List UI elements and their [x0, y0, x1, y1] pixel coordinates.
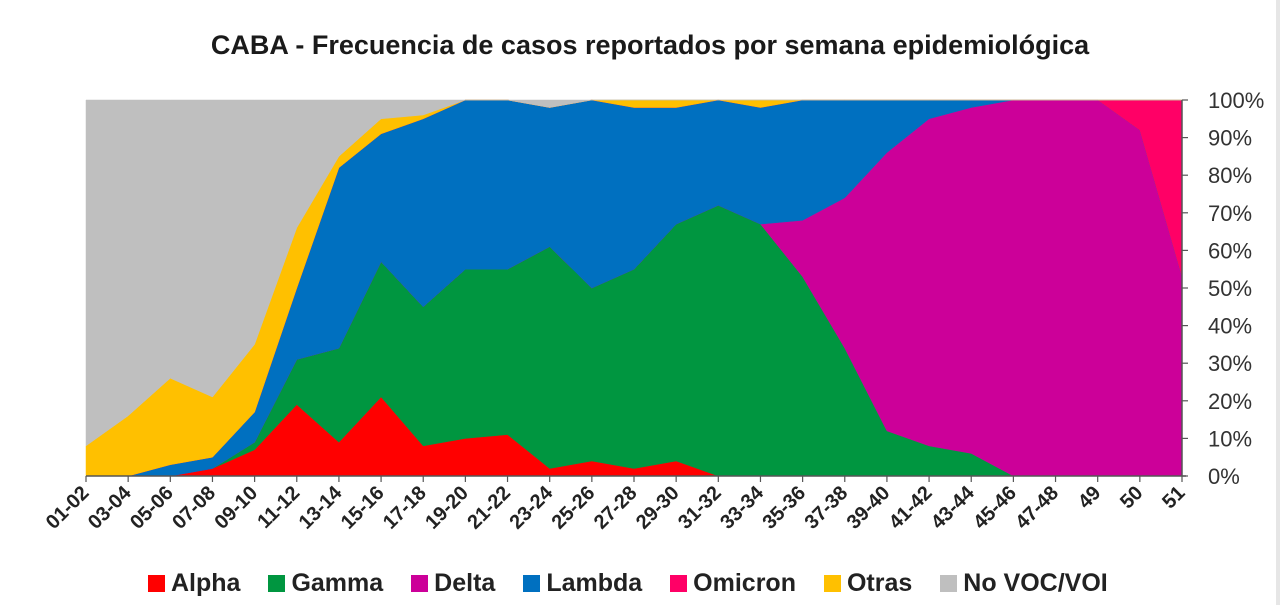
y-tick-label: 90%	[1208, 126, 1252, 151]
y-tick-label: 70%	[1208, 201, 1252, 226]
x-tick-label: 15-16	[337, 482, 389, 534]
y-tick-label: 10%	[1208, 426, 1252, 451]
legend-item-lambda: Lambda	[523, 569, 642, 598]
legend-swatch	[523, 574, 541, 592]
chart-title: CABA - Frecuencia de casos reportados po…	[210, 30, 1090, 60]
x-tick-label: 11-12	[253, 482, 304, 533]
x-tick-label: 31-32	[674, 482, 726, 534]
x-tick-label: 03-04	[84, 481, 136, 533]
x-tick-label: 07-08	[168, 482, 220, 534]
legend-label: Alpha	[171, 568, 241, 597]
legend-item-alpha: Alpha	[148, 569, 240, 598]
x-tick-label: 13-14	[295, 481, 347, 533]
x-tick-label: 09-10	[210, 482, 262, 534]
x-tick-label: 41-42	[885, 482, 937, 534]
legend-label: Otras	[846, 568, 913, 597]
legend-label: Lambda	[546, 568, 643, 597]
legend-swatch	[823, 574, 841, 592]
x-tick-label: 39-40	[843, 482, 895, 534]
y-tick-labels: 0% 10% 20% 30% 40% 50% 60% 70% 80% 90% 100%	[1182, 88, 1264, 489]
x-tick-label: 51	[1158, 482, 1189, 513]
x-tick-label: 25-26	[548, 482, 600, 534]
x-tick-label: 27-28	[590, 482, 642, 534]
y-tick-label: 30%	[1208, 351, 1252, 376]
window-edge	[1276, 0, 1280, 605]
y-tick-label: 20%	[1208, 389, 1252, 414]
legend-label: Omicron	[693, 568, 796, 597]
x-tick-label: 17-18	[379, 482, 431, 534]
legend-swatch	[411, 574, 429, 592]
y-tick-label: 40%	[1208, 314, 1252, 339]
x-tick-labels: 01-0203-0405-0607-0809-1011-1213-1415-16…	[42, 476, 1190, 534]
legend-swatch	[940, 574, 958, 592]
legend-label: No VOC/VOI	[963, 568, 1108, 597]
y-tick-label: 80%	[1208, 163, 1252, 188]
y-tick-label: 60%	[1208, 238, 1252, 263]
legend-item-omicron: Omicron	[670, 569, 796, 598]
legend-label: Delta	[434, 568, 496, 597]
x-tick-label: 33-34	[716, 481, 768, 533]
x-tick-label: 05-06	[126, 482, 178, 534]
legend-swatch	[148, 574, 165, 592]
x-tick-label: 37-38	[801, 482, 853, 534]
x-tick-label: 29-30	[632, 482, 684, 534]
x-tick-label: 50	[1116, 482, 1147, 513]
legend-label: Gamma	[291, 568, 384, 597]
area-series-no-voc-voi	[85, 99, 1182, 447]
legend-item-otras: Otras	[823, 568, 913, 598]
x-tick-label: 19-20	[421, 482, 473, 534]
legend-item-gamma: Gamma	[268, 569, 383, 598]
x-tick-label: 49	[1074, 482, 1105, 513]
x-tick-label: 21-22	[463, 482, 515, 534]
x-tick-label: 47-48	[1011, 482, 1063, 534]
x-tick-label: 01-02	[42, 482, 94, 534]
legend-item-delta: Delta	[411, 569, 495, 598]
y-tick-label: 50%	[1208, 276, 1252, 301]
x-tick-label: 43-44	[927, 481, 979, 533]
y-tick-label: 100%	[1208, 88, 1264, 113]
legend-item-no-voc-voi: No VOC/VOI	[940, 568, 1108, 598]
y-tick-label: 0%	[1208, 464, 1240, 489]
x-tick-label: 45-46	[969, 482, 1021, 534]
legend-swatch	[670, 574, 688, 592]
legend-swatch	[268, 574, 286, 592]
x-tick-label: 35-36	[758, 482, 810, 534]
x-tick-label: 23-24	[505, 481, 557, 533]
legend: Alpha Gamma Delta Lambda Omicron Otras No VOC/…	[148, 566, 1108, 600]
stacked-areas	[85, 99, 1183, 477]
